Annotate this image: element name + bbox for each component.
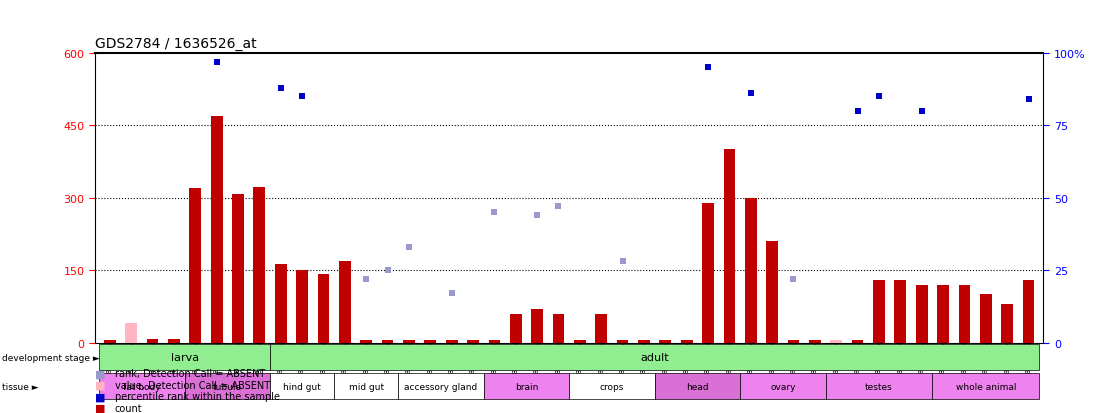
- Text: brain: brain: [514, 382, 538, 391]
- Bar: [125, 323, 137, 343]
- Text: accessory gland: accessory gland: [404, 382, 478, 391]
- Bar: [660, 340, 671, 343]
- Bar: [318, 274, 329, 343]
- Bar: [360, 340, 372, 343]
- Bar: [169, 339, 180, 343]
- Bar: [146, 339, 158, 343]
- Bar: [211, 116, 222, 343]
- Text: development stage ►: development stage ►: [2, 353, 100, 362]
- Text: testes: testes: [865, 382, 893, 391]
- Bar: [483, 373, 569, 399]
- Text: ■: ■: [95, 403, 105, 413]
- Text: rank, Detection Call = ABSENT: rank, Detection Call = ABSENT: [115, 368, 266, 378]
- Bar: [595, 314, 607, 343]
- Bar: [468, 340, 479, 343]
- Bar: [184, 373, 270, 399]
- Bar: [253, 188, 266, 343]
- Text: GDS2784 / 1636526_at: GDS2784 / 1636526_at: [95, 37, 257, 51]
- Text: whole animal: whole animal: [955, 382, 1016, 391]
- Bar: [445, 340, 458, 343]
- Text: crops: crops: [599, 382, 624, 391]
- Bar: [740, 373, 826, 399]
- Bar: [788, 340, 799, 343]
- Bar: [569, 373, 655, 399]
- Bar: [894, 280, 906, 343]
- Bar: [638, 340, 650, 343]
- Bar: [531, 309, 543, 343]
- Bar: [275, 264, 287, 343]
- Text: tissue ►: tissue ►: [2, 382, 39, 391]
- Text: ■: ■: [95, 392, 105, 401]
- Bar: [617, 340, 628, 343]
- Bar: [916, 285, 927, 343]
- Bar: [296, 271, 308, 343]
- Bar: [744, 198, 757, 343]
- Bar: [826, 373, 932, 399]
- Bar: [959, 285, 970, 343]
- Bar: [382, 340, 394, 343]
- Bar: [702, 203, 714, 343]
- Text: ovary: ovary: [770, 382, 796, 391]
- Text: value, Detection Call = ABSENT: value, Detection Call = ABSENT: [115, 380, 270, 390]
- Bar: [403, 340, 415, 343]
- Bar: [809, 340, 820, 343]
- Bar: [334, 373, 398, 399]
- Bar: [980, 294, 992, 343]
- Bar: [574, 340, 586, 343]
- Bar: [510, 314, 521, 343]
- Bar: [424, 340, 436, 343]
- Bar: [830, 340, 843, 343]
- Bar: [852, 340, 864, 343]
- Bar: [270, 373, 334, 399]
- Bar: [489, 340, 500, 343]
- Bar: [339, 261, 350, 343]
- Text: count: count: [115, 403, 143, 413]
- Bar: [104, 340, 116, 343]
- Bar: [398, 373, 483, 399]
- Bar: [1022, 280, 1035, 343]
- Bar: [552, 314, 565, 343]
- Text: fat body: fat body: [123, 382, 161, 391]
- Text: ■: ■: [95, 368, 105, 378]
- Bar: [1001, 304, 1013, 343]
- Bar: [190, 189, 201, 343]
- Text: ■: ■: [95, 380, 105, 390]
- Bar: [655, 373, 740, 399]
- Bar: [932, 373, 1039, 399]
- Text: larva: larva: [171, 352, 199, 362]
- Text: mid gut: mid gut: [348, 382, 384, 391]
- Bar: [937, 285, 949, 343]
- Bar: [232, 195, 244, 343]
- Bar: [681, 340, 693, 343]
- Bar: [99, 373, 184, 399]
- Bar: [873, 280, 885, 343]
- Text: adult: adult: [641, 352, 668, 362]
- Bar: [99, 344, 270, 370]
- Text: hind gut: hind gut: [283, 382, 321, 391]
- Bar: [270, 344, 1039, 370]
- Text: percentile rank within the sample: percentile rank within the sample: [115, 392, 280, 401]
- Bar: [767, 242, 778, 343]
- Text: tubule: tubule: [213, 382, 242, 391]
- Bar: [723, 150, 735, 343]
- Text: head: head: [686, 382, 709, 391]
